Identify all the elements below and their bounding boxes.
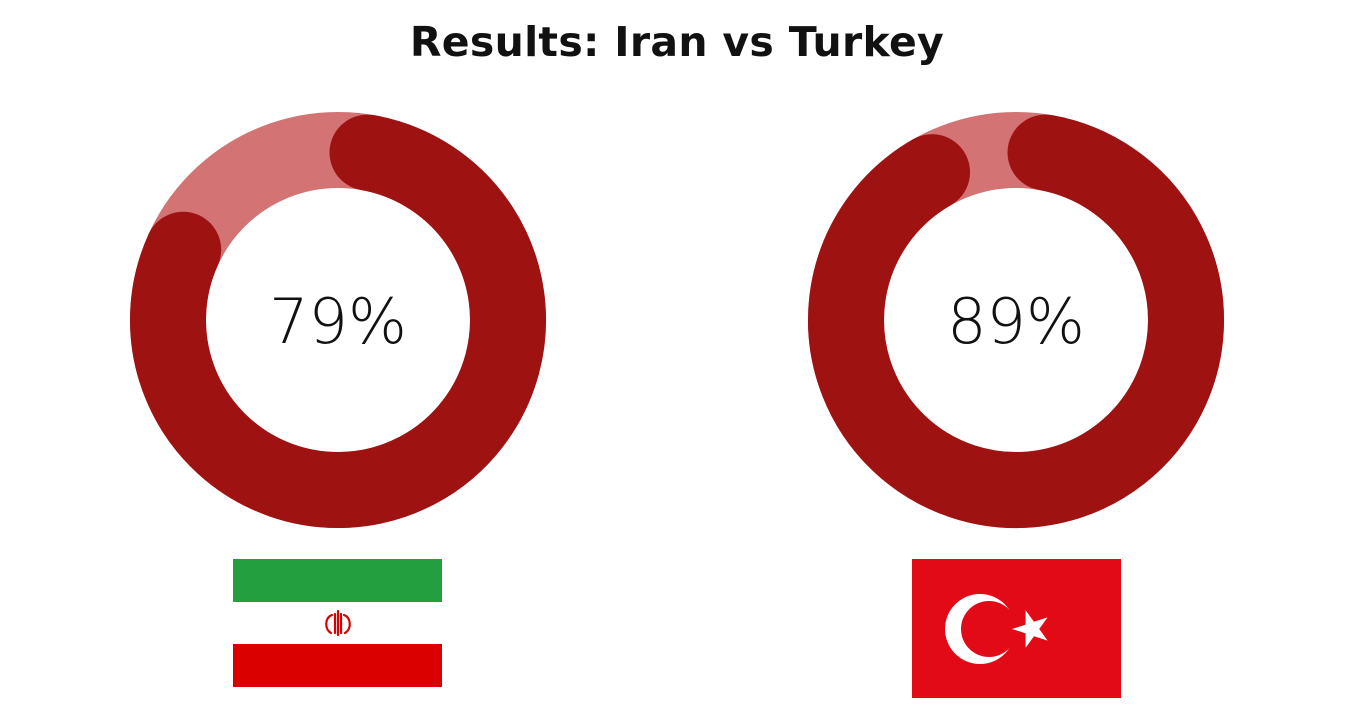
donut-chart-iran: 79%: [130, 112, 546, 528]
iran-flag-icon: [233, 559, 442, 687]
donut-value-label-iran: 79%: [269, 285, 407, 358]
donut-chart-turkey: 89%: [808, 112, 1224, 528]
donut-value-label-turkey: 89%: [947, 285, 1085, 358]
turkey-flag-icon: [912, 559, 1121, 698]
donut-value-arc-iran: [130, 114, 546, 528]
donut-value-arc-turkey: [808, 114, 1224, 528]
chart-title: Results: Iran vs Turkey: [409, 18, 945, 66]
